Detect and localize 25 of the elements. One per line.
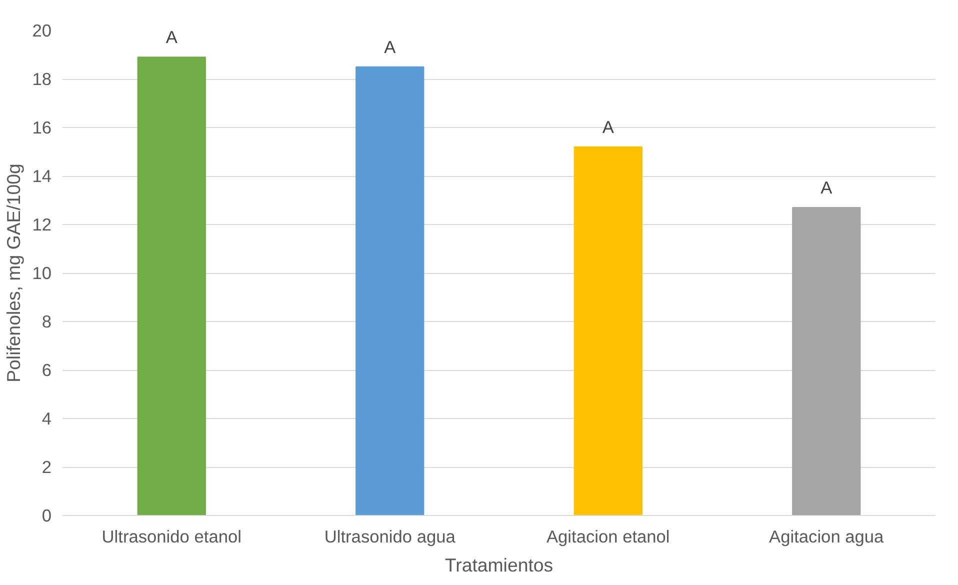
y-tick-label: 2 (42, 457, 52, 477)
y-tick-label: 20 (32, 20, 52, 40)
x-axis-title: Tratamientos (444, 554, 554, 576)
y-tick-label: 12 (32, 214, 52, 234)
y-tick-label: 18 (32, 69, 52, 89)
bar (356, 66, 424, 516)
bar (792, 207, 861, 516)
bar (137, 56, 206, 516)
annotation: A (384, 36, 396, 57)
x-tick-label: Agitacion etanol (546, 526, 670, 546)
y-axis-title: Polifenoles, mg GAE/100g (3, 164, 24, 382)
y-tick-label: 6 (42, 360, 52, 380)
x-tick-label: Agitacion agua (769, 526, 884, 546)
x-tick-label: Ultrasonido etanol (102, 526, 242, 546)
y-tick-label: 4 (42, 408, 52, 428)
y-tick-label: 16 (32, 118, 52, 138)
annotation: A (166, 27, 178, 48)
y-tick-label: 10 (32, 263, 52, 283)
annotation: A (820, 178, 833, 198)
bar (574, 146, 642, 516)
annotation: A (602, 116, 614, 137)
y-tick-label: 0 (42, 506, 52, 526)
x-tick-label: Ultrasonido agua (324, 526, 456, 546)
y-tick-label: 14 (32, 166, 52, 186)
y-tick-label: 8 (42, 312, 52, 332)
